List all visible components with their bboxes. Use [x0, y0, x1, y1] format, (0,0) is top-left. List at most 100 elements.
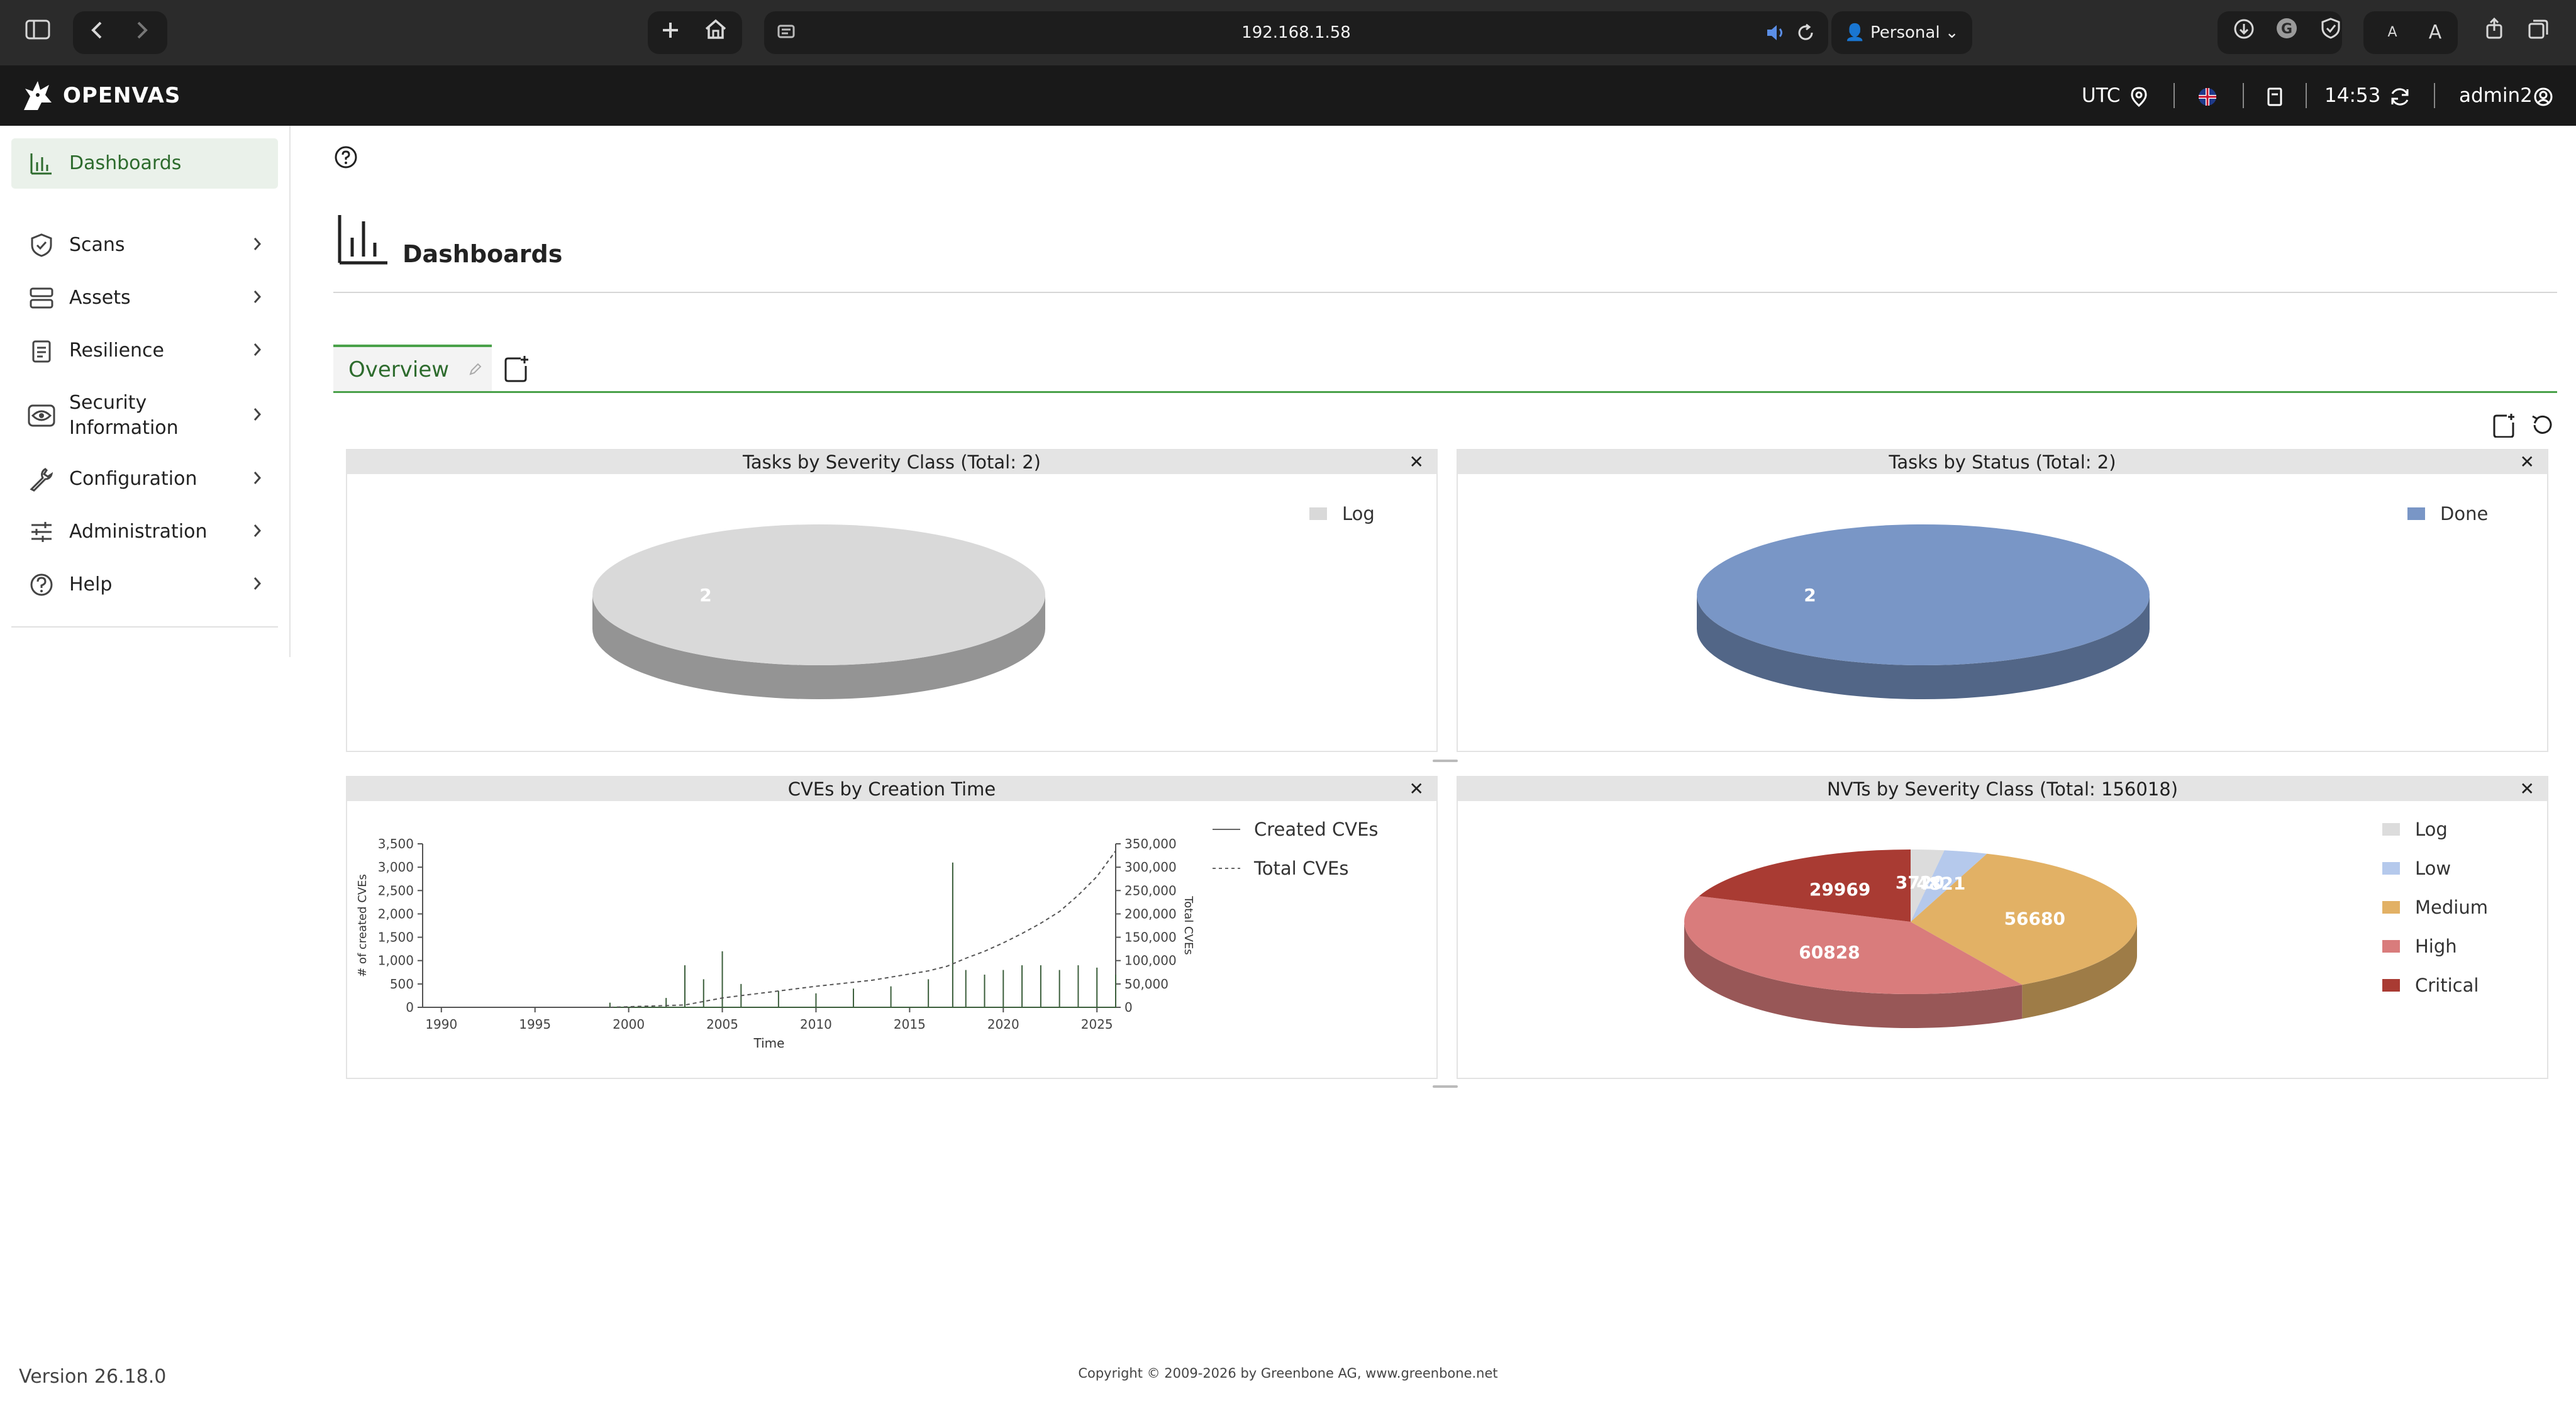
- chevron-right-icon: [253, 405, 262, 427]
- legend-item[interactable]: Log: [2382, 810, 2488, 849]
- legend-item[interactable]: Medium: [2382, 888, 2488, 927]
- back-icon[interactable]: [78, 14, 116, 52]
- panel-tasks-by-status: Tasks by Status (Total: 2) ✕ 2 Done: [1457, 449, 2548, 752]
- sidebar-item-label: Administration: [69, 521, 208, 543]
- series-total-cves: [609, 850, 1116, 1008]
- manual-icon[interactable]: [2267, 65, 2283, 126]
- pie-slice[interactable]: [1911, 849, 1945, 922]
- y-tick-label: 500: [390, 977, 414, 992]
- x-axis-label: Time: [753, 1036, 785, 1051]
- text-smaller-icon[interactable]: A: [2387, 25, 2397, 40]
- legend-item[interactable]: Total CVEs: [1213, 849, 1379, 888]
- legend-item[interactable]: Created CVEs: [1213, 810, 1379, 849]
- openvas-logo[interactable]: OPENVAS: [19, 79, 180, 112]
- y-axis-label: # of created CVEs: [356, 874, 369, 977]
- share-icon[interactable]: [2475, 14, 2513, 52]
- sidebar-item-scans[interactable]: Scans: [11, 220, 278, 270]
- sidebar-item-resilience[interactable]: Resilience: [11, 326, 278, 376]
- legend-item[interactable]: High: [2382, 927, 2488, 966]
- pie-slice[interactable]: [1697, 524, 2150, 665]
- legend-label: Log: [1342, 503, 1375, 524]
- y2-axis-label: Total CVEs: [1182, 895, 1195, 954]
- y-tick-label: 1,000: [378, 953, 414, 968]
- y-tick-label: 2,500: [378, 883, 414, 898]
- reload-icon[interactable]: [1796, 23, 1816, 45]
- tabs-overview-icon[interactable]: [2519, 14, 2557, 52]
- audio-icon[interactable]: [1765, 23, 1787, 45]
- legend-label: Created CVEs: [1254, 819, 1379, 840]
- svg-text:G: G: [2281, 21, 2292, 37]
- legend-item[interactable]: Log: [1309, 494, 1375, 533]
- pencil-icon[interactable]: [468, 357, 483, 382]
- pie-slice[interactable]: [1684, 896, 2023, 994]
- sidebar-item-administration[interactable]: Administration: [11, 507, 278, 557]
- grammarly-extension-icon[interactable]: G: [2268, 14, 2306, 52]
- username-label[interactable]: admin2: [2459, 84, 2533, 107]
- help-icon[interactable]: [333, 145, 358, 172]
- sidebar-item-label: Configuration: [69, 468, 197, 490]
- pie-chart-tasks-severity: 2: [592, 524, 1045, 699]
- sidebar-item-assets[interactable]: Assets: [11, 273, 278, 323]
- new-tab-icon[interactable]: [652, 14, 689, 52]
- y-tick-label: 3,500: [378, 836, 414, 851]
- location-icon[interactable]: [2131, 65, 2147, 126]
- forward-icon[interactable]: [123, 14, 161, 52]
- clock-label: 14:53: [2324, 84, 2381, 107]
- chart-legend: Done: [2407, 494, 2488, 533]
- sidebar-item-configuration[interactable]: Configuration: [11, 454, 278, 504]
- sidebar-toggle-icon[interactable]: [19, 14, 57, 52]
- wrench-icon: [23, 467, 60, 492]
- add-dashboard-icon[interactable]: [503, 355, 531, 385]
- legend-label: Medium: [2415, 897, 2488, 918]
- pie-slice[interactable]: [592, 524, 1045, 665]
- copyright-label: Copyright © 2009-2026 by Greenbone AG, w…: [1078, 1366, 1498, 1381]
- close-icon[interactable]: ✕: [2519, 778, 2534, 799]
- sidebar-item-dashboards[interactable]: Dashboards: [11, 138, 278, 189]
- y-tick-label: 3,000: [378, 860, 414, 875]
- pie-value-label: 56680: [2004, 909, 2065, 929]
- text-larger-icon[interactable]: A: [2428, 21, 2442, 43]
- panel-cves-by-creation-time: CVEs by Creation Time ✕ 1990 1995 2000 2005…: [346, 776, 1438, 1079]
- pie-slice[interactable]: [1911, 853, 2137, 985]
- tab-overview[interactable]: Overview: [333, 345, 492, 392]
- pie-slice[interactable]: [1911, 850, 1987, 922]
- downloads-icon[interactable]: [2225, 14, 2263, 52]
- sidebar-item-label: Help: [69, 573, 113, 595]
- refresh-icon[interactable]: [2389, 65, 2411, 126]
- x-tick-label: 2025: [1081, 1017, 1113, 1032]
- add-display-icon[interactable]: [2492, 412, 2517, 440]
- dashboards-title-icon: [337, 213, 390, 268]
- eye-icon: [23, 403, 60, 428]
- y-tick-label: 0: [406, 1000, 414, 1015]
- legend-item[interactable]: Done: [2407, 494, 2488, 533]
- pie-slice[interactable]: [1699, 849, 1911, 922]
- sidebar-item-help[interactable]: Help: [11, 560, 278, 610]
- legend-item[interactable]: Critical: [2382, 966, 2488, 1005]
- row-resize-handle[interactable]: [1433, 1085, 1458, 1088]
- close-icon[interactable]: ✕: [1409, 451, 1424, 472]
- series-created-cves: [609, 862, 1116, 1008]
- tab-underline: [333, 391, 2557, 393]
- shield-extension-icon[interactable]: [2312, 14, 2350, 52]
- legend-item[interactable]: Low: [2382, 849, 2488, 888]
- page-settings-icon[interactable]: [777, 23, 797, 45]
- language-flag-icon[interactable]: [2197, 65, 2218, 126]
- panel-title: Tasks by Severity Class (Total: 2): [347, 450, 1436, 474]
- profile-button[interactable]: 👤 Personal ⌄: [1831, 11, 1972, 54]
- legend-label: Low: [2415, 858, 2451, 879]
- app-header: OPENVAS UTC 14:53 admin2: [0, 65, 2576, 126]
- row-resize-handle[interactable]: [1433, 760, 1458, 762]
- user-menu-icon[interactable]: [2533, 65, 2553, 126]
- legend-label: Log: [2415, 819, 2448, 840]
- reset-dashboard-icon[interactable]: [2529, 412, 2555, 440]
- pie-side: [592, 595, 1045, 699]
- profile-label: Personal: [1870, 23, 1940, 42]
- legend-swatch: [2382, 823, 2400, 836]
- sidebar-item-security-information[interactable]: Security Information: [11, 381, 278, 450]
- close-icon[interactable]: ✕: [2519, 451, 2534, 472]
- address-bar[interactable]: 192.168.1.58: [764, 11, 1828, 54]
- x-tick-label: 2020: [987, 1017, 1019, 1032]
- close-icon[interactable]: ✕: [1409, 778, 1424, 799]
- home-icon[interactable]: [697, 14, 735, 52]
